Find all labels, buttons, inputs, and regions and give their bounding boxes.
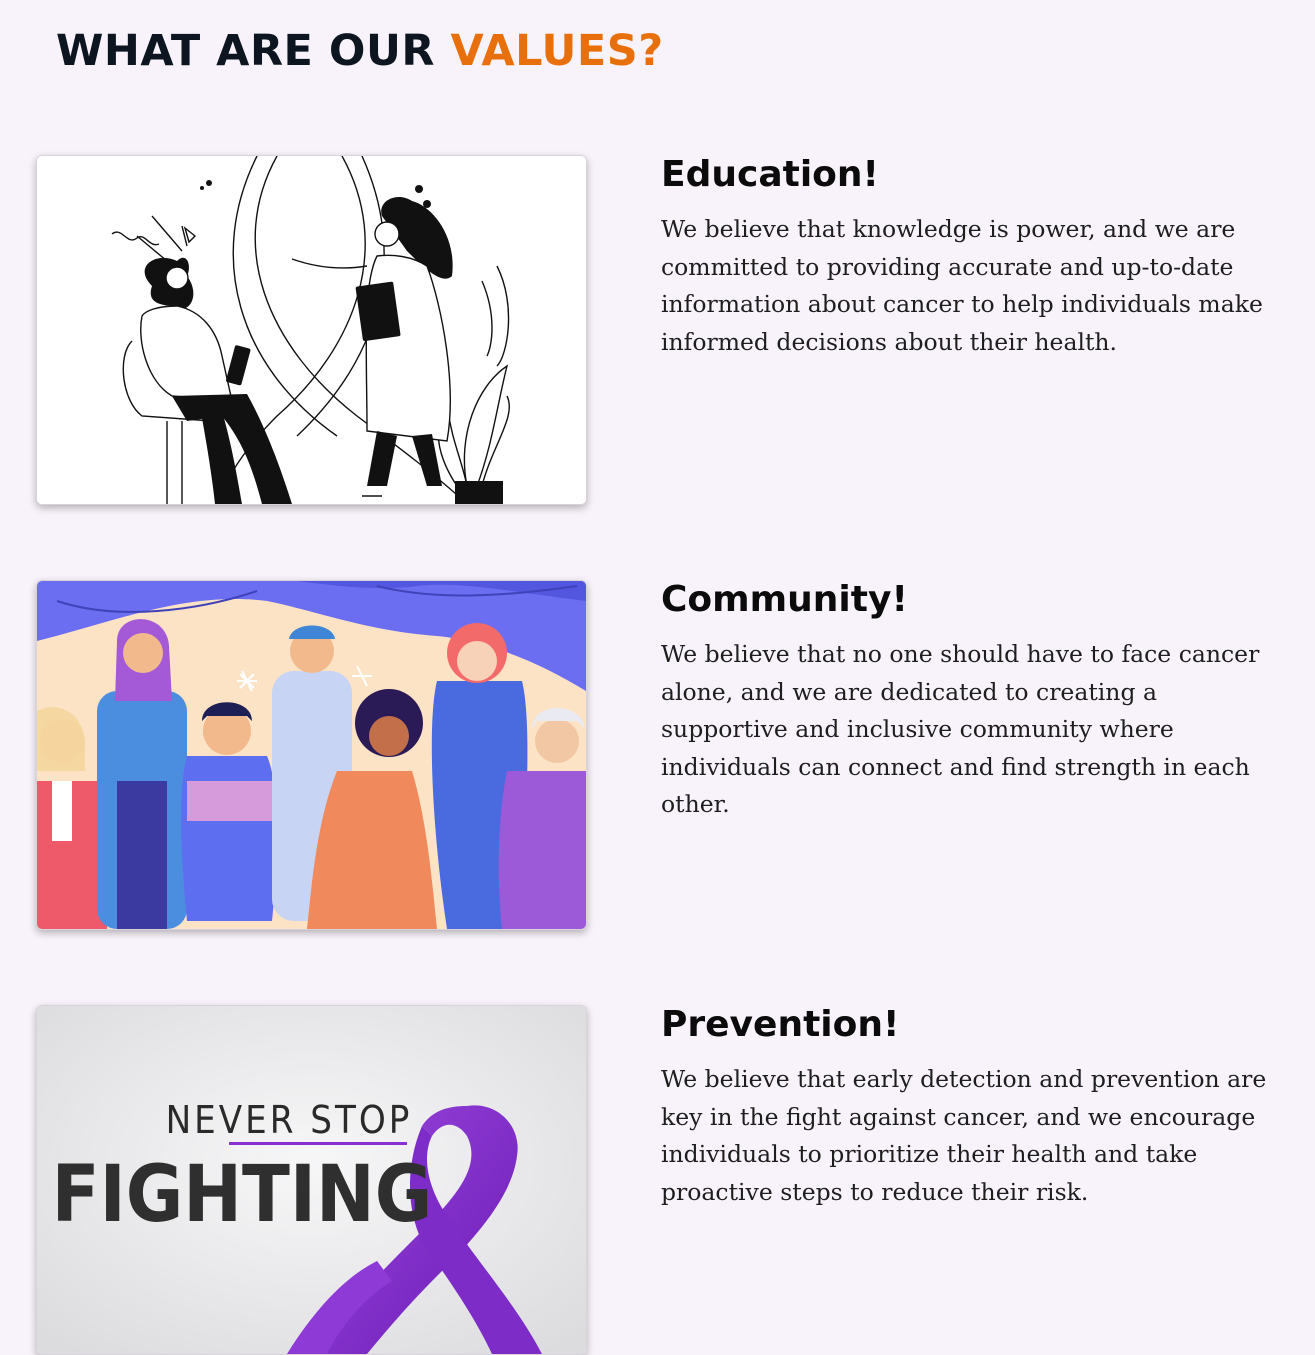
- page-title-prefix: WHAT ARE OUR: [56, 26, 435, 76]
- community-image: [36, 580, 587, 930]
- page-title: WHAT ARE OUR VALUES?: [56, 26, 664, 76]
- community-illustration: [37, 581, 586, 929]
- value-text-education: We believe that knowledge is power, and …: [661, 215, 1263, 356]
- value-title-community: Community!: [661, 579, 908, 620]
- value-text-prevention: We believe that early detection and prev…: [661, 1065, 1267, 1206]
- prevention-image: NEVER STOP FIGHTING: [36, 1005, 587, 1355]
- doctor-patient-illustration: [37, 156, 586, 504]
- image-line1: NEVER STOP: [166, 1098, 413, 1142]
- value-title-prevention: Prevention!: [661, 1004, 900, 1045]
- value-text-community: We believe that no one should have to fa…: [661, 640, 1260, 818]
- never-stop-fighting-illustration: NEVER STOP FIGHTING: [37, 1006, 586, 1354]
- value-title-education: Education!: [661, 154, 879, 195]
- image-line2: FIGHTING: [52, 1150, 433, 1240]
- education-image: [36, 155, 587, 505]
- page-title-accent: VALUES?: [450, 26, 664, 76]
